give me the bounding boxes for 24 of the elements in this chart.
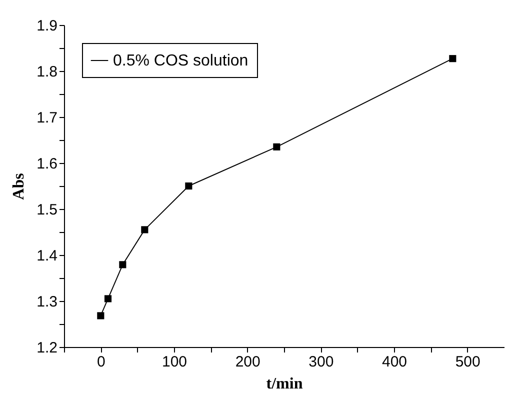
point <box>104 295 112 302</box>
x-tick-label: 200 <box>235 354 260 370</box>
y-tick-label: 1.4 <box>36 248 58 264</box>
point <box>119 261 126 268</box>
legend-label: 0.5% COS solution <box>113 52 248 70</box>
point <box>449 55 456 62</box>
y-tick-label: 1.7 <box>36 110 58 126</box>
x-axis-title: t/min <box>266 376 303 392</box>
point <box>97 312 104 320</box>
point <box>141 226 148 234</box>
y-tick-label: 1.9 <box>36 18 58 34</box>
x-tick-label: 0 <box>96 354 106 370</box>
x-tick-label: 400 <box>382 354 408 370</box>
x-tick-label: 300 <box>308 354 334 370</box>
x-tick-label: 100 <box>162 354 188 370</box>
point <box>273 143 280 150</box>
y-tick-label: 1.6 <box>36 156 58 172</box>
y-tick-label: 1.8 <box>36 64 58 80</box>
y-tick-label: 1.5 <box>36 202 58 218</box>
point <box>185 182 192 190</box>
y-axis-title: Abs <box>10 173 28 200</box>
x-tick-label: 500 <box>455 354 480 370</box>
y-tick-label: 1.2 <box>36 340 58 356</box>
y-tick-label: 1.3 <box>36 294 58 310</box>
